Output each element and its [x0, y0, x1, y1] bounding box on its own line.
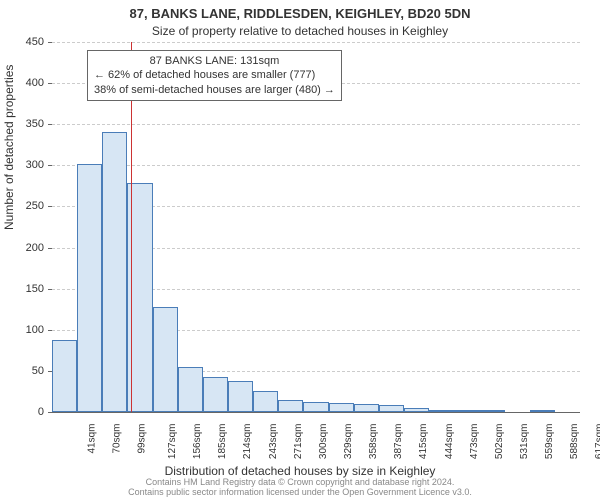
ytick-mark	[48, 124, 52, 125]
xtick-label: 502sqm	[494, 424, 505, 460]
annotation-line2: ← 62% of detached houses are smaller (77…	[94, 68, 335, 82]
annotation-line1: 87 BANKS LANE: 131sqm	[94, 54, 335, 68]
bar	[530, 410, 555, 412]
bar	[228, 381, 253, 412]
ytick-label: 250	[14, 200, 44, 212]
ytick-mark	[48, 289, 52, 290]
ytick-label: 150	[14, 283, 44, 295]
xtick-label: 358sqm	[368, 424, 379, 460]
ytick-label: 350	[14, 118, 44, 130]
ytick-label: 300	[14, 159, 44, 171]
bar	[379, 405, 404, 412]
bar	[454, 410, 479, 412]
ytick-label: 200	[14, 242, 44, 254]
xtick-label: 588sqm	[569, 424, 580, 460]
ytick-label: 450	[14, 36, 44, 48]
xtick-label: 271sqm	[293, 424, 304, 460]
bar	[404, 408, 429, 412]
bar	[278, 400, 303, 412]
annotation-line3: 38% of semi-detached houses are larger (…	[94, 83, 335, 97]
xtick-label: 41sqm	[86, 424, 97, 454]
xtick-label: 214sqm	[243, 424, 254, 460]
ytick-mark	[48, 83, 52, 84]
bar	[479, 410, 504, 412]
xtick-label: 300sqm	[318, 424, 329, 460]
xtick-label: 243sqm	[268, 424, 279, 460]
title-sub: Size of property relative to detached ho…	[0, 24, 600, 38]
plot-area: 87 BANKS LANE: 131sqm← 62% of detached h…	[52, 42, 580, 413]
bar	[329, 403, 354, 412]
xtick-label: 329sqm	[343, 424, 354, 460]
xtick-label: 70sqm	[111, 424, 122, 454]
xtick-label: 156sqm	[192, 424, 203, 460]
ytick-mark	[48, 330, 52, 331]
ytick-mark	[48, 412, 52, 413]
ytick-label: 400	[14, 77, 44, 89]
ytick-label: 50	[14, 365, 44, 377]
xtick-label: 127sqm	[167, 424, 178, 460]
footer-line2: Contains public sector information licen…	[0, 488, 600, 498]
bar	[429, 410, 454, 412]
chart-container: 87, BANKS LANE, RIDDLESDEN, KEIGHLEY, BD…	[0, 0, 600, 500]
bar	[102, 132, 127, 412]
xtick-label: 473sqm	[469, 424, 480, 460]
ytick-mark	[48, 42, 52, 43]
xtick-label: 559sqm	[544, 424, 555, 460]
bar	[52, 340, 77, 412]
xtick-label: 99sqm	[136, 424, 147, 454]
footer: Contains HM Land Registry data © Crown c…	[0, 478, 600, 498]
annotation-box: 87 BANKS LANE: 131sqm← 62% of detached h…	[87, 50, 342, 101]
xtick-label: 444sqm	[444, 424, 455, 460]
bar	[303, 402, 328, 412]
ytick-label: 100	[14, 324, 44, 336]
title-main: 87, BANKS LANE, RIDDLESDEN, KEIGHLEY, BD…	[0, 6, 600, 21]
x-axis-label: Distribution of detached houses by size …	[0, 464, 600, 478]
ytick-mark	[48, 248, 52, 249]
bar	[178, 367, 203, 412]
ytick-mark	[48, 206, 52, 207]
bar	[153, 307, 178, 412]
xtick-label: 617sqm	[595, 424, 600, 460]
ytick-mark	[48, 165, 52, 166]
xtick-label: 531sqm	[519, 424, 530, 460]
xtick-label: 185sqm	[217, 424, 228, 460]
bar	[253, 391, 278, 412]
bar	[77, 164, 102, 412]
xtick-label: 387sqm	[393, 424, 404, 460]
bar	[354, 404, 379, 412]
xtick-label: 415sqm	[419, 424, 430, 460]
bar	[203, 377, 228, 412]
ytick-label: 0	[14, 406, 44, 418]
